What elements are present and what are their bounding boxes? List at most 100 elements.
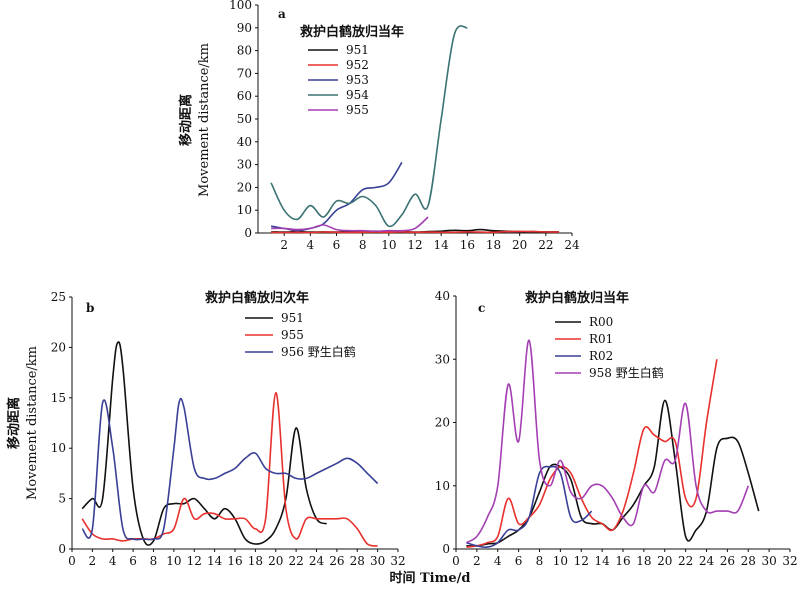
x-tick-label: 2 [280,238,288,252]
y-axis-label-en: Movement distance/km [197,43,212,197]
legend-label: 954 [346,88,369,102]
legend-label: 951 [346,43,369,57]
y-tick-label: 5 [58,492,66,506]
y-tick-label: 90 [237,21,252,35]
series-line-R00 [466,399,760,547]
y-tick-label: 20 [237,180,252,194]
x-tick-label: 24 [699,554,715,568]
x-tick-label: 22 [678,554,693,568]
legend-label: 956 野生白鹤 [281,344,356,359]
y-tick-label: 0 [244,226,252,240]
x-tick-label: 4 [109,554,117,568]
x-tick-label: 18 [248,554,263,568]
series-line-R02 [466,465,593,549]
x-tick-label: 2 [89,554,97,568]
x-tick-label: 32 [390,554,405,568]
x-tick-label: 0 [68,554,76,568]
x-tick-label: 18 [486,238,501,252]
legend-label: R02 [589,349,613,363]
x-tick-label: 14 [207,554,223,568]
x-tick-label: 6 [515,554,523,568]
x-tick-label: 4 [494,554,502,568]
y-tick-label: 0 [58,542,66,556]
y-tick-label: 15 [51,391,66,405]
y-tick-label: 60 [237,89,252,103]
y-tick-label: 80 [237,44,252,58]
x-tick-label: 26 [720,554,735,568]
y-axis-label-cn: 移动距离 [6,397,22,449]
y-tick-label: 40 [237,135,252,149]
x-tick-label: 2 [473,554,481,568]
y-tick-label: 10 [51,441,66,455]
chart-title: 救护白鹤放归次年 [205,290,309,306]
panel-label: c [478,301,485,315]
x-tick-label: 30 [370,554,385,568]
legend-label: 951 [281,311,304,325]
series-line-953 [270,161,403,232]
series-line-956 野生白鹤 [81,397,379,541]
y-axis-label-en: Movement distance/km [25,346,40,500]
x-tick-label: 26 [329,554,344,568]
x-tick-label: 8 [359,238,367,252]
x-tick-label: 12 [407,238,422,252]
x-tick-label: 4 [307,238,315,252]
y-tick-label: 50 [237,112,252,126]
series-line-952 [271,230,559,234]
y-axis-label-a: 移动距离 Movement distance/km [178,43,212,197]
legend-label: 953 [346,73,369,87]
y-tick-label: 30 [435,352,450,366]
y-tick-label: 20 [435,416,450,430]
x-axis-label: 时间 Time/d [389,570,470,586]
x-tick-label: 12 [187,554,202,568]
x-tick-label: 6 [333,238,341,252]
x-tick-label: 16 [227,554,242,568]
y-tick-label: 30 [237,158,252,172]
chart-title: 救护白鹤放归当年 [525,290,629,306]
legend-label: R01 [589,332,613,346]
x-tick-label: 18 [636,554,651,568]
legend-label: 955 [281,328,304,342]
y-tick-label: 10 [237,203,252,217]
x-tick-label: 28 [741,554,756,568]
x-tick-label: 0 [452,554,460,568]
panel-label: b [86,301,94,315]
x-tick-label: 10 [381,238,396,252]
x-tick-label: 10 [553,554,568,568]
series-line-955 [271,216,429,233]
x-tick-label: 22 [288,554,303,568]
series-line-R01 [466,359,718,548]
legend-label: 958 野生白鹤 [589,365,664,380]
x-tick-label: 32 [782,554,797,568]
x-tick-label: 10 [166,554,181,568]
x-tick-label: 20 [512,238,527,252]
x-tick-label: 16 [615,554,630,568]
series-line-954 [270,25,468,228]
x-tick-label: 24 [564,238,580,252]
series-line-958 野生白鹤 [465,339,750,544]
y-tick-label: 40 [435,289,450,303]
y-tick-label: 100 [229,0,252,12]
series-line-951 [81,341,328,546]
legend-label: 952 [346,58,369,72]
x-tick-label: 14 [434,238,450,252]
x-tick-label: 12 [574,554,589,568]
x-tick-label: 6 [129,554,137,568]
y-axis-label-b: 移动距离 Movement distance/km [6,346,40,500]
y-tick-label: 20 [51,340,66,354]
y-tick-label: 0 [442,542,450,556]
y-axis-label-cn: 移动距离 [178,94,194,146]
x-tick-label: 30 [761,554,776,568]
x-tick-label: 24 [309,554,325,568]
y-tick-label: 25 [51,290,66,304]
x-tick-label: 8 [536,554,544,568]
y-tick-label: 10 [435,479,450,493]
panel-label: a [278,7,286,21]
x-tick-label: 20 [268,554,283,568]
chart-title: 救护白鹤放归当年 [300,24,404,40]
x-tick-label: 14 [594,554,610,568]
x-tick-label: 28 [350,554,365,568]
y-tick-label: 70 [237,66,252,80]
